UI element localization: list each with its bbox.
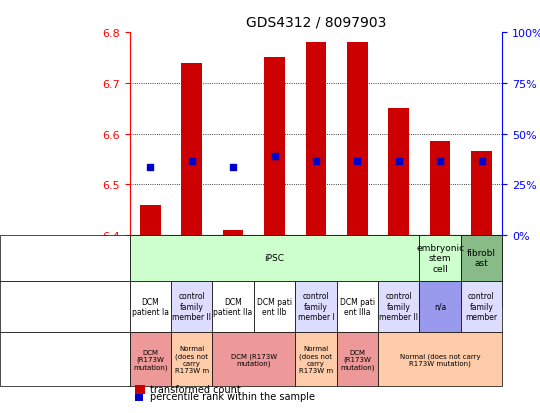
Title: GDS4312 / 8097903: GDS4312 / 8097903 <box>246 15 386 29</box>
Text: Normal (does not carry
R173W mutation): Normal (does not carry R173W mutation) <box>400 352 481 366</box>
Text: individual: individual <box>10 302 55 311</box>
FancyArrow shape <box>103 298 123 316</box>
Bar <box>471 152 492 235</box>
Text: control
family
member: control family member <box>465 292 497 321</box>
Text: n/a: n/a <box>434 302 446 311</box>
Bar <box>140 205 161 235</box>
Bar <box>306 43 326 235</box>
Point <box>270 154 279 160</box>
FancyArrow shape <box>103 250 123 266</box>
Point <box>187 159 196 165</box>
Text: control
family
member I: control family member I <box>298 292 334 321</box>
Text: DCM
(R173W
mutation): DCM (R173W mutation) <box>340 349 375 370</box>
Text: DCM
patient IIa: DCM patient IIa <box>213 297 253 316</box>
Bar <box>430 142 450 235</box>
Point <box>394 159 403 165</box>
Point <box>146 164 154 171</box>
Point <box>436 159 444 165</box>
Point <box>312 159 320 165</box>
Text: Normal
(does not
carry
R173W m: Normal (does not carry R173W m <box>299 346 333 373</box>
Bar <box>181 64 202 235</box>
Text: Normal
(does not
carry
R173W m: Normal (does not carry R173W m <box>174 346 209 373</box>
Point <box>229 164 238 171</box>
Point <box>477 159 486 165</box>
Bar <box>223 230 244 235</box>
Text: percentile rank within the sample: percentile rank within the sample <box>150 392 315 401</box>
Text: embryonic
stem
cell: embryonic stem cell <box>416 243 464 273</box>
Text: DCM pati
ent IIIa: DCM pati ent IIIa <box>340 297 375 316</box>
Bar <box>264 58 285 235</box>
Text: fibrobl
ast: fibrobl ast <box>467 249 496 268</box>
Text: DCM
patient Ia: DCM patient Ia <box>132 297 169 316</box>
Text: cell type: cell type <box>10 254 50 263</box>
Point <box>353 159 362 165</box>
Text: iPSC: iPSC <box>265 254 285 263</box>
Bar <box>347 43 368 235</box>
Text: DCM
(R173W
mutation): DCM (R173W mutation) <box>133 349 167 370</box>
Text: control
family
member II: control family member II <box>172 292 211 321</box>
Bar <box>388 109 409 235</box>
Text: control
family
member II: control family member II <box>379 292 418 321</box>
Text: DCM pati
ent IIb: DCM pati ent IIb <box>257 297 292 316</box>
Text: DCM (R173W
mutation): DCM (R173W mutation) <box>231 352 277 366</box>
Text: genotype/variation: genotype/variation <box>10 355 97 364</box>
Text: transformed count: transformed count <box>150 385 241 394</box>
FancyArrow shape <box>103 350 123 369</box>
